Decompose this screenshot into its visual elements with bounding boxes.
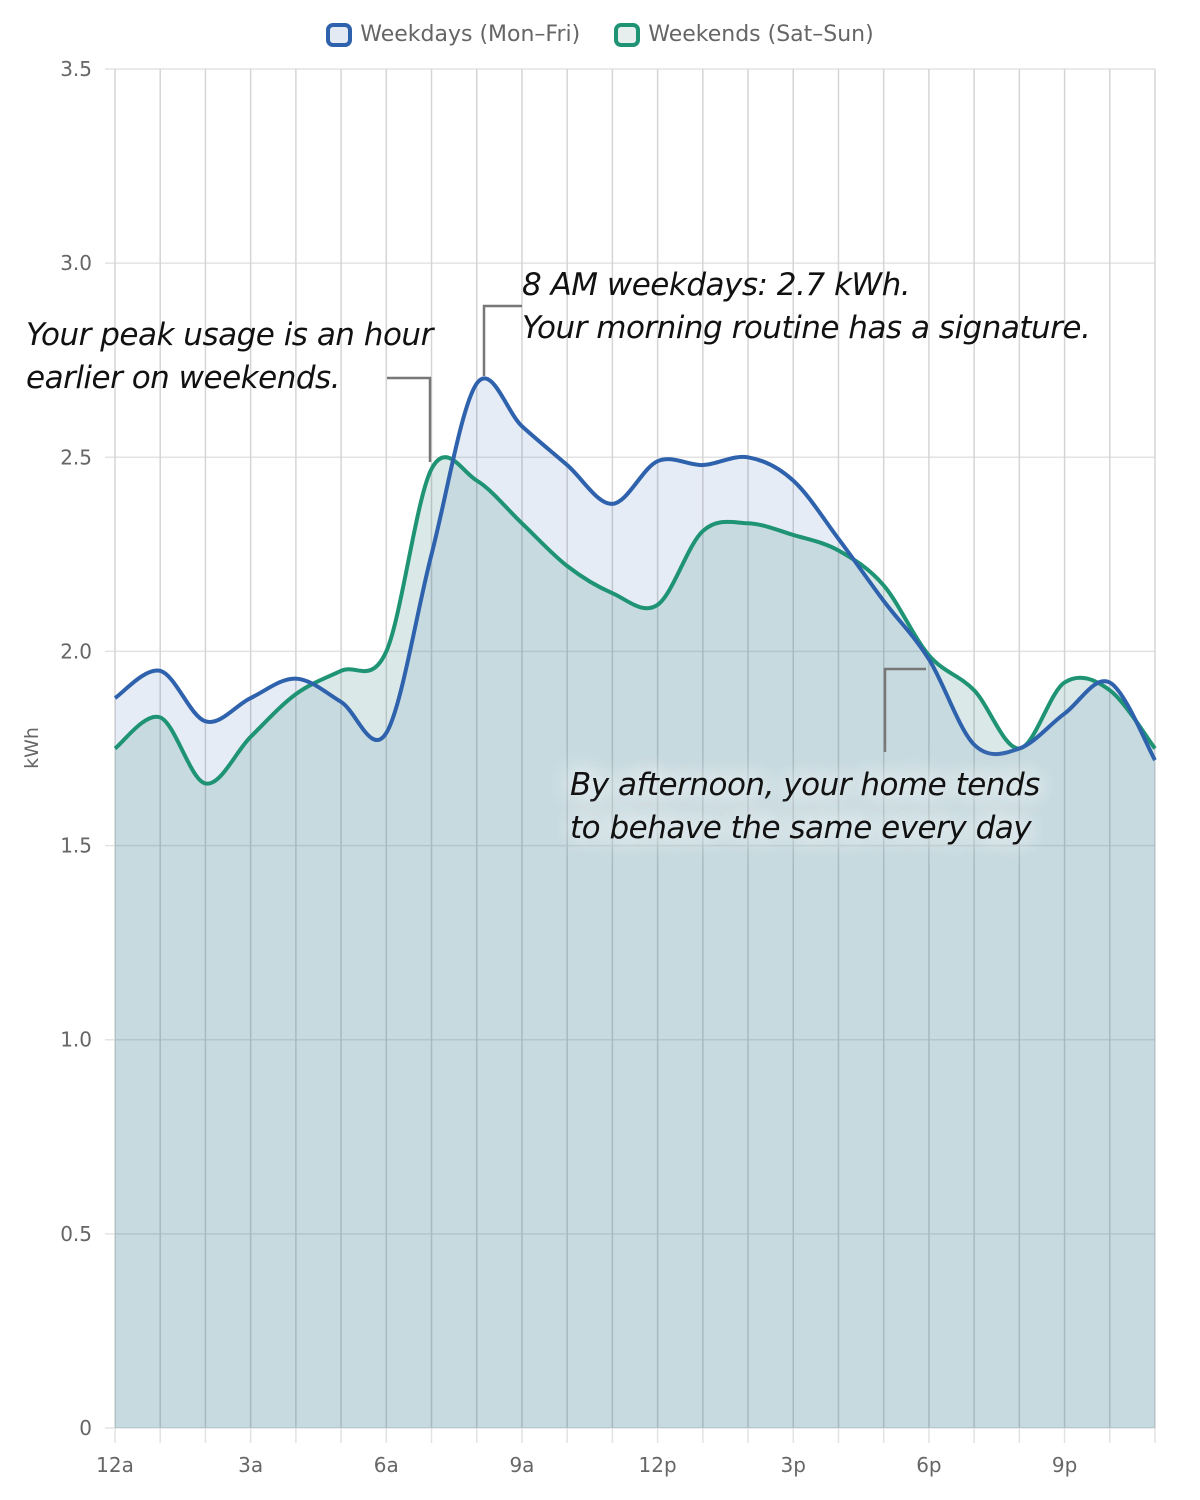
x-tick-label: 9a xyxy=(509,1453,534,1477)
y-tick-label: 3.0 xyxy=(60,251,92,275)
annotation-line: earlier on weekends. xyxy=(26,360,341,396)
x-tick-label: 6a xyxy=(374,1453,399,1477)
x-tick-label: 9p xyxy=(1052,1453,1077,1477)
legend-label-weekends: Weekends (Sat–Sun) xyxy=(648,22,874,47)
weekends-area xyxy=(115,457,1155,1429)
legend-item-weekdays[interactable]: Weekdays (Mon–Fri) xyxy=(326,22,580,47)
y-tick-label: 0.5 xyxy=(60,1222,92,1246)
legend-label-weekdays: Weekdays (Mon–Fri) xyxy=(360,22,581,47)
weekdays-area xyxy=(115,378,1155,1428)
annotation-line: 8 AM weekdays: 2.7 kWh. xyxy=(522,267,911,303)
y-tick-label: 1.5 xyxy=(60,834,92,858)
legend-item-weekends[interactable]: Weekends (Sat–Sun) xyxy=(614,22,874,47)
y-tick-label: 1.0 xyxy=(60,1028,92,1052)
annotation-line: to behave the same every day xyxy=(570,810,1032,846)
annotation-connector xyxy=(883,667,926,752)
y-tick-label: 2.5 xyxy=(60,445,92,469)
x-tick-label: 3a xyxy=(238,1453,263,1477)
annotation-weekend-peak: Your peak usage is an hour earlier on we… xyxy=(26,314,433,400)
legend: Weekdays (Mon–Fri) Weekends (Sat–Sun) xyxy=(0,22,1200,47)
y-tick-label: 3.5 xyxy=(60,57,92,81)
annotation-connector xyxy=(387,376,432,462)
annotation-afternoon: By afternoon, your home tends to behave … xyxy=(570,764,1040,850)
x-tick-label: 3p xyxy=(781,1453,806,1477)
annotation-connector xyxy=(482,304,522,376)
y-axis-label: kWh xyxy=(21,727,43,769)
weekdays-line xyxy=(113,376,1157,762)
annotation-line: Your morning routine has a signature. xyxy=(522,310,1091,346)
y-tick-label: 2.0 xyxy=(60,639,92,663)
x-tick-label: 12a xyxy=(96,1453,134,1477)
annotation-weekday-peak: 8 AM weekdays: 2.7 kWh. Your morning rou… xyxy=(522,264,1091,350)
annotation-line: By afternoon, your home tends xyxy=(570,767,1040,803)
x-tick-label: 6p xyxy=(916,1453,941,1477)
x-tick-label: 12p xyxy=(639,1453,677,1477)
y-tick-label: 0 xyxy=(79,1416,92,1440)
annotation-line: Your peak usage is an hour xyxy=(26,317,433,353)
weekdays-swatch xyxy=(326,22,353,47)
weekends-swatch xyxy=(614,22,641,47)
weekends-line xyxy=(113,455,1157,786)
overlap-area xyxy=(115,457,1155,1429)
